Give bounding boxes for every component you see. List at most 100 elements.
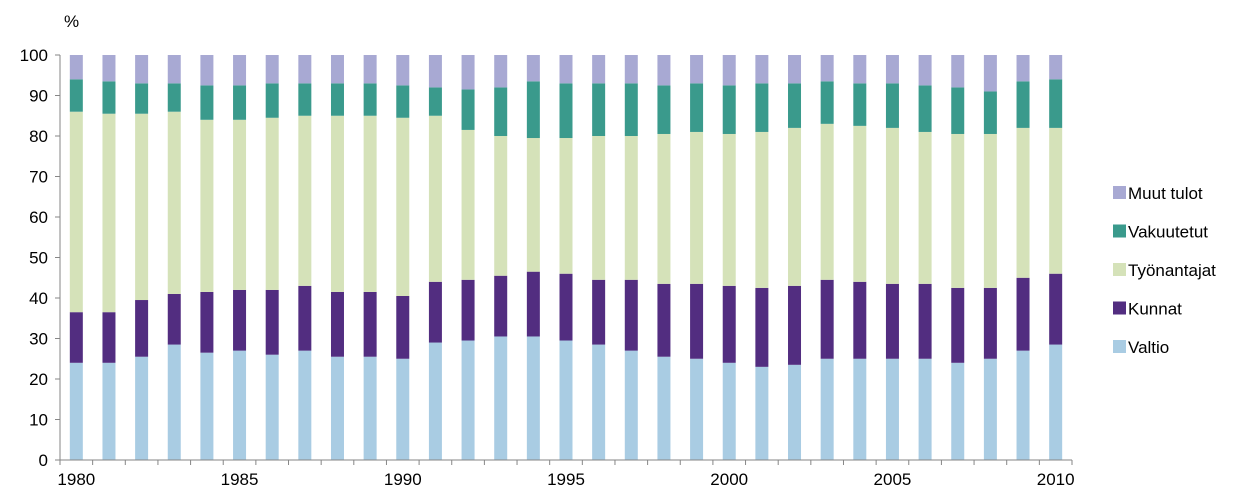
bar-segment-vakuutetut-1982 [135, 83, 149, 114]
bar-segment-ty-nantajat-1981 [102, 113, 116, 313]
y-tick-label: 90 [29, 87, 48, 106]
bar-segment-vakuutetut-2001 [755, 83, 769, 132]
bar-segment-muut-tulot-1995 [559, 55, 573, 84]
legend: Muut tulot Vakuutetut Työnantajat Kunnat Val… [1113, 184, 1216, 357]
bar-segment-ty-nantajat-2005 [885, 127, 899, 284]
bar-segment-ty-nantajat-2006 [918, 131, 932, 284]
y-tick-label: 60 [29, 208, 48, 227]
bar-segment-vakuutetut-1989 [363, 83, 377, 116]
bar-segment-muut-tulot-1994 [526, 55, 540, 82]
bar-segment-valtio-1995 [559, 340, 573, 460]
bar-segment-valtio-1983 [167, 344, 181, 460]
bar-segment-muut-tulot-1980 [69, 55, 83, 80]
bar-segment-kunnat-1998 [657, 283, 671, 357]
bar-segment-vakuutetut-1997 [624, 83, 638, 136]
bar-segment-valtio-1989 [363, 356, 377, 460]
bar-segment-vakuutetut-2003 [820, 81, 834, 124]
bar-segment-valtio-2009 [1016, 350, 1030, 460]
bar-segment-muut-tulot-2000 [722, 55, 736, 86]
bar-segment-valtio-1988 [330, 356, 344, 460]
bar-segment-muut-tulot-2007 [951, 55, 965, 88]
bar-segment-vakuutetut-1987 [298, 83, 312, 116]
bar-segment-valtio-1987 [298, 350, 312, 460]
bar-segment-muut-tulot-2001 [755, 55, 769, 84]
bar-segment-ty-nantajat-1990 [396, 117, 410, 296]
bar-segment-kunnat-2005 [885, 283, 899, 359]
x-tick-label: 2000 [710, 470, 748, 489]
bar-segment-kunnat-1986 [265, 289, 279, 355]
bar-segment-kunnat-1985 [233, 289, 247, 351]
legend-label-kunnat: Kunnat [1128, 300, 1182, 319]
legend-label-valtio: Valtio [1128, 338, 1169, 357]
bar-segment-vakuutetut-1990 [396, 85, 410, 118]
bar-segment-vakuutetut-1994 [526, 81, 540, 139]
bar-segment-kunnat-1984 [200, 291, 214, 353]
bar-segment-vakuutetut-1985 [233, 85, 247, 120]
bar-segment-kunnat-1990 [396, 295, 410, 359]
bar-segment-ty-nantajat-2000 [722, 133, 736, 286]
bar-segment-ty-nantajat-1999 [690, 131, 704, 284]
bar-segment-muut-tulot-1999 [690, 55, 704, 84]
x-tick-label: 1995 [547, 470, 585, 489]
bar-segment-vakuutetut-1991 [428, 87, 442, 116]
bar-segment-valtio-2000 [722, 362, 736, 460]
bar-segment-ty-nantajat-1986 [265, 117, 279, 290]
bar-segment-ty-nantajat-1988 [330, 115, 344, 292]
bar-segment-muut-tulot-2004 [853, 55, 867, 84]
legend-swatch-valtio [1113, 340, 1126, 353]
bar-segment-ty-nantajat-1982 [135, 113, 149, 301]
bar-segment-kunnat-2000 [722, 285, 736, 363]
legend-label-vakuutetut: Vakuutetut [1128, 223, 1208, 242]
bar-segment-ty-nantajat-1991 [428, 115, 442, 282]
bar-segment-muut-tulot-1992 [461, 55, 475, 90]
bar-segment-valtio-2001 [755, 366, 769, 460]
bar-segment-kunnat-1981 [102, 312, 116, 363]
bar-segment-vakuutetut-2007 [951, 87, 965, 134]
bar-segment-kunnat-2008 [983, 287, 997, 359]
bar-segment-muut-tulot-1987 [298, 55, 312, 84]
bar-segment-kunnat-1993 [494, 275, 508, 337]
y-axis-label: % [64, 12, 79, 31]
bar-segment-kunnat-1988 [330, 291, 344, 357]
bar-segment-valtio-2003 [820, 358, 834, 460]
bar-segment-valtio-1998 [657, 356, 671, 460]
bar-segment-ty-nantajat-2009 [1016, 127, 1030, 278]
bar-segment-vakuutetut-2008 [983, 91, 997, 134]
legend-swatch-kunnat [1113, 301, 1126, 315]
y-tick-label: 20 [29, 370, 48, 389]
bar-segment-kunnat-1994 [526, 271, 540, 337]
bar-segment-kunnat-1997 [624, 279, 638, 351]
bar-segment-vakuutetut-2002 [788, 83, 802, 128]
x-ticks-group: 1980 1985 1990 1995 2000 2005 2010 [57, 460, 1075, 489]
bar-segment-ty-nantajat-1993 [494, 136, 508, 276]
legend-label-ty-nantajat: Työnantajat [1128, 261, 1216, 280]
bar-segment-muut-tulot-1989 [363, 55, 377, 84]
bar-segment-muut-tulot-2005 [885, 55, 899, 84]
bar-segment-valtio-2007 [951, 362, 965, 460]
y-tick-label: 70 [29, 168, 48, 187]
bar-segment-muut-tulot-1984 [200, 55, 214, 86]
bar-segment-vakuutetut-1980 [69, 79, 83, 112]
bar-segment-kunnat-2009 [1016, 277, 1030, 351]
bar-segment-kunnat-2003 [820, 279, 834, 359]
bar-segment-valtio-1996 [592, 344, 606, 460]
bar-segment-vakuutetut-1986 [265, 83, 279, 118]
bar-segment-ty-nantajat-2004 [853, 125, 867, 282]
bar-segment-vakuutetut-2006 [918, 85, 932, 132]
bar-segment-vakuutetut-1999 [690, 83, 704, 132]
bar-segment-muut-tulot-1996 [592, 55, 606, 84]
bar-segment-muut-tulot-2006 [918, 55, 932, 86]
bar-segment-ty-nantajat-1984 [200, 119, 214, 292]
bar-segment-ty-nantajat-1989 [363, 115, 377, 292]
bar-segment-muut-tulot-1985 [233, 55, 247, 86]
bar-segment-valtio-1991 [428, 342, 442, 460]
bar-segment-valtio-2002 [788, 364, 802, 460]
y-ticks-group: 0 10 20 30 40 50 60 70 80 90 100 [20, 46, 60, 470]
bar-segment-ty-nantajat-2001 [755, 131, 769, 288]
bar-segment-vakuutetut-1992 [461, 89, 475, 130]
bar-segment-vakuutetut-1983 [167, 83, 181, 112]
bar-segment-kunnat-2001 [755, 287, 769, 367]
x-tick-label: 1990 [384, 470, 422, 489]
bar-segment-kunnat-2006 [918, 283, 932, 359]
